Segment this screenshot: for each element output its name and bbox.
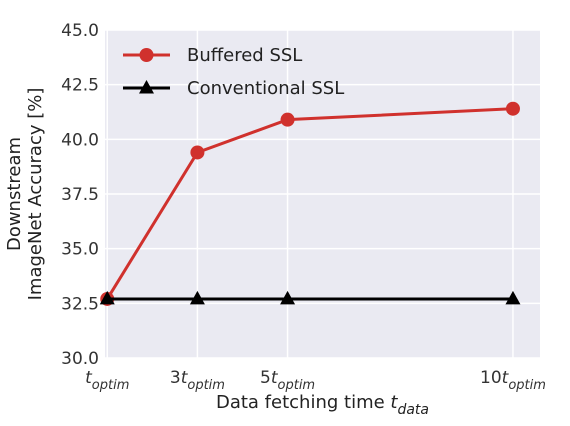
x-axis-label: Data fetching time tdata xyxy=(216,392,429,418)
data-point xyxy=(190,145,205,160)
x-tick-label: 5toptim xyxy=(260,368,315,393)
y-tick-label: 35.0 xyxy=(61,240,99,260)
legend-label: Conventional SSL xyxy=(187,78,344,99)
x-tick-label: 3toptim xyxy=(170,368,225,393)
y-tick-label: 30.0 xyxy=(61,349,99,369)
data-point xyxy=(99,290,115,305)
series-line xyxy=(105,107,514,300)
y-tick-label: 40.0 xyxy=(61,130,99,150)
y-tick-label: 45.0 xyxy=(61,21,99,41)
data-point xyxy=(505,290,521,305)
data-point xyxy=(280,290,296,305)
y-tick-label: 32.5 xyxy=(61,294,99,314)
legend-marker xyxy=(139,48,154,62)
data-point xyxy=(280,112,295,127)
data-point xyxy=(505,101,520,116)
legend-label: Buffered SSL xyxy=(187,45,302,66)
y-axis-label: Downstream xyxy=(4,137,25,251)
x-tick-label: 10toptim xyxy=(480,368,546,393)
y-axis-label: ImageNet Accuracy [%] xyxy=(25,88,46,301)
legend-marker xyxy=(139,80,154,94)
y-tick-label: 37.5 xyxy=(61,185,99,205)
data-point xyxy=(189,290,205,305)
y-tick-label: 42.5 xyxy=(61,76,99,96)
x-tick-label: toptim xyxy=(85,368,129,393)
